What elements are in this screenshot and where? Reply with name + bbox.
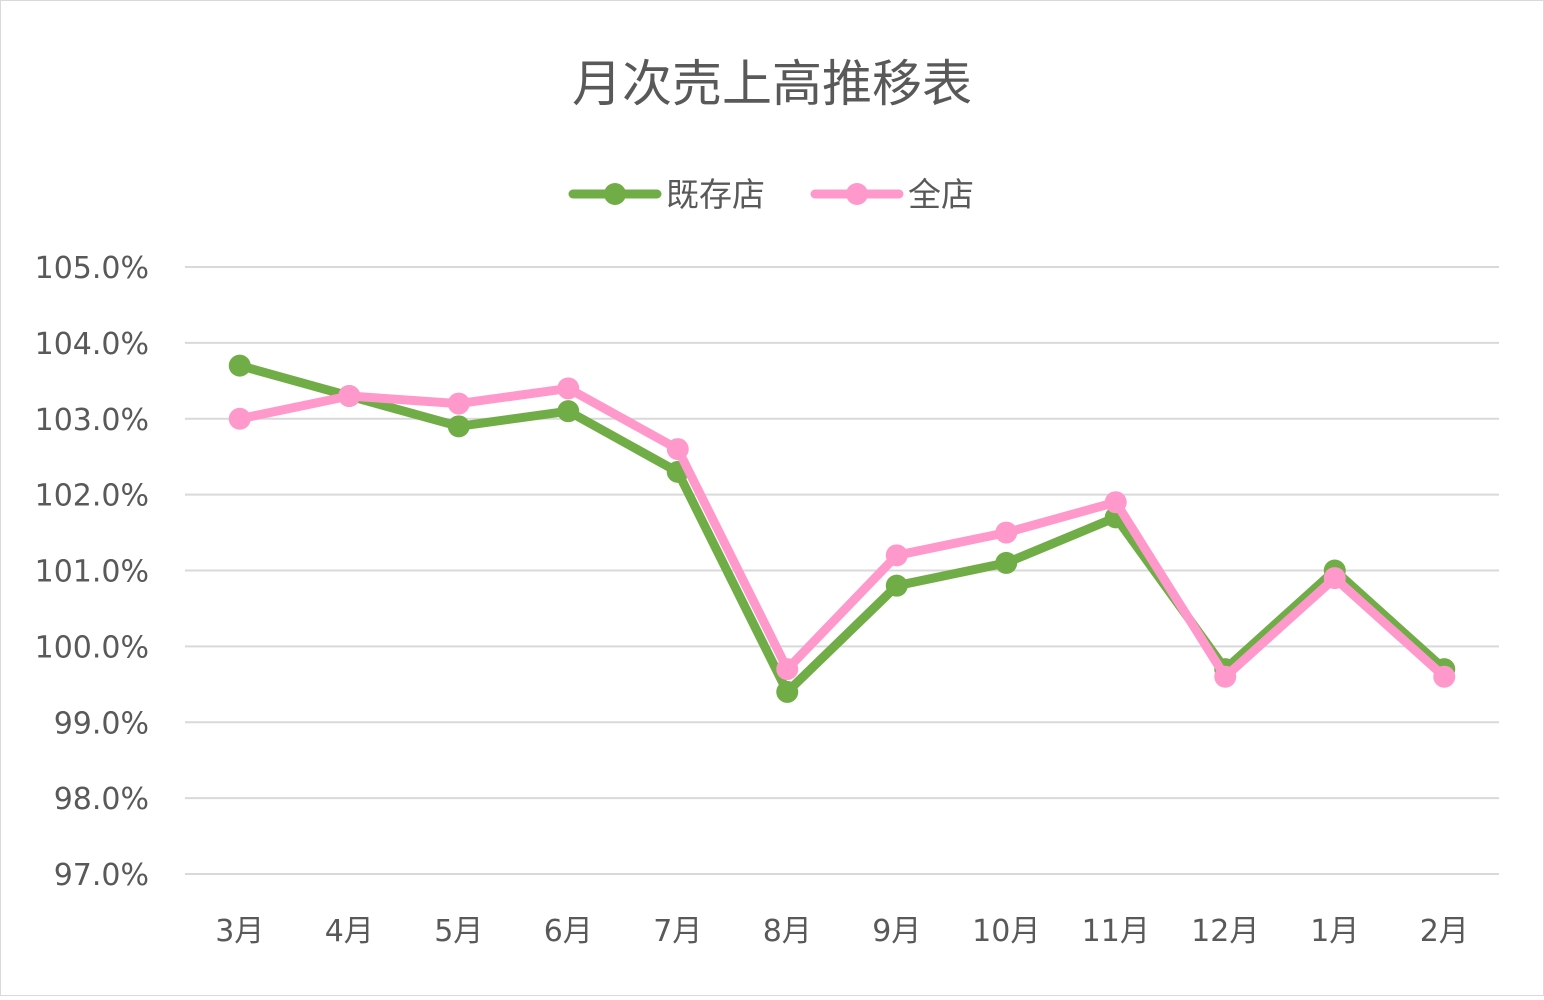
y-tick-label: 103.0%	[35, 403, 149, 438]
y-tick-label: 100.0%	[35, 630, 149, 665]
y-tick-label: 98.0%	[54, 782, 149, 817]
y-tick-label: 97.0%	[54, 858, 149, 893]
data-point	[995, 551, 1018, 574]
legend-label-all-stores: 全店	[908, 175, 974, 214]
legend-item-all-stores: 全店	[810, 175, 974, 214]
x-tick-label: 10月	[972, 914, 1040, 949]
data-point	[1214, 665, 1237, 688]
y-tick-label: 99.0%	[54, 706, 149, 741]
data-point	[666, 438, 689, 461]
y-tick-label: 101.0%	[35, 555, 149, 590]
data-point	[776, 680, 799, 703]
data-point	[885, 574, 908, 597]
data-point	[1104, 491, 1127, 514]
x-tick-label: 12月	[1191, 914, 1259, 949]
x-tick-label: 9月	[872, 914, 921, 949]
plot-series	[228, 354, 1456, 703]
data-point	[228, 407, 251, 430]
x-tick-label: 7月	[653, 914, 702, 949]
y-tick-label: 102.0%	[35, 479, 149, 514]
x-tick-label: 3月	[215, 914, 264, 949]
series-line	[235, 383, 1449, 682]
x-tick-label: 2月	[1420, 914, 1469, 949]
series-all-stores	[228, 377, 1456, 688]
gridlines	[185, 266, 1499, 875]
chart-title: 月次売上高推移表	[572, 55, 972, 113]
series-existing-stores	[228, 354, 1456, 703]
data-point	[776, 658, 799, 681]
x-tick-label: 8月	[763, 914, 812, 949]
y-tick-label: 105.0%	[35, 251, 149, 286]
legend-item-existing-stores: 既存店	[568, 175, 765, 214]
data-point	[1323, 567, 1346, 590]
data-point	[447, 392, 470, 415]
x-tick-label: 5月	[434, 914, 483, 949]
data-point	[557, 400, 580, 423]
data-point	[338, 384, 361, 407]
series-line	[235, 361, 1449, 697]
x-axis-labels: 3月 4月 5月 6月 7月 8月 9月 10月 11月 12月 1月 2月	[215, 914, 1469, 949]
data-point	[447, 415, 470, 438]
legend-label-existing-stores: 既存店	[666, 175, 765, 214]
x-tick-label: 1月	[1310, 914, 1359, 949]
y-axis-labels: 97.0% 98.0% 99.0% 100.0% 101.0% 102.0% 103.0% 1…	[35, 251, 149, 893]
legend: 既存店 全店	[568, 175, 974, 214]
y-tick-label: 104.0%	[35, 327, 149, 362]
x-tick-label: 11月	[1082, 914, 1150, 949]
data-point	[557, 377, 580, 400]
data-point	[995, 521, 1018, 544]
data-point	[885, 544, 908, 567]
x-tick-label: 4月	[325, 914, 374, 949]
data-point	[1433, 665, 1456, 688]
x-tick-label: 6月	[544, 914, 593, 949]
data-point	[228, 354, 251, 377]
